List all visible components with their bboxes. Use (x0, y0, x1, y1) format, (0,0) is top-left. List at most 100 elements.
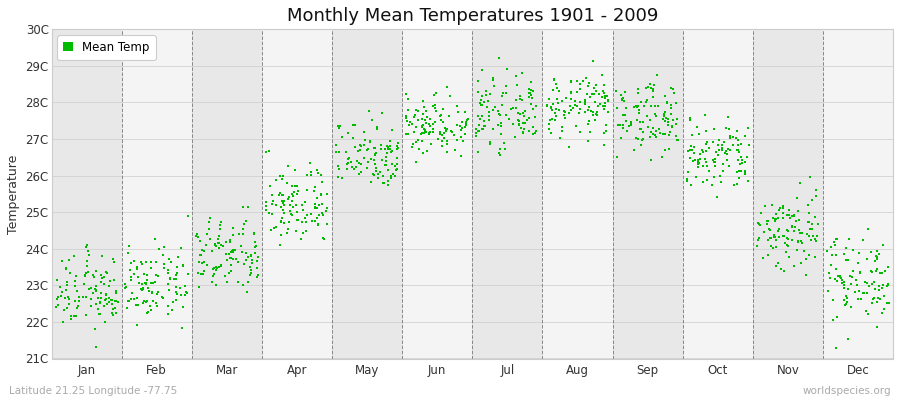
Point (805, 197, 819, 204)
Point (752, 234, 766, 241)
Point (616, 94, 631, 101)
Point (666, 117, 680, 124)
Point (798, 272, 813, 278)
Point (380, 150, 394, 156)
Point (368, 161, 382, 168)
Point (609, 88, 624, 94)
Point (109, 290, 123, 296)
Point (644, 103, 659, 109)
Point (645, 88, 660, 94)
Point (856, 236, 870, 243)
Point (374, 110, 389, 116)
Point (780, 236, 795, 242)
Point (578, 109, 592, 115)
Point (646, 94, 661, 101)
Point (627, 147, 642, 153)
Point (79, 243, 94, 250)
Point (390, 143, 404, 149)
Point (240, 204, 255, 210)
Point (109, 298, 123, 304)
Point (771, 234, 786, 240)
Point (416, 98, 430, 104)
Point (362, 108, 376, 114)
Point (366, 172, 381, 178)
Point (62, 296, 77, 303)
Point (854, 295, 868, 302)
Point (67, 253, 81, 260)
Point (670, 137, 685, 143)
Point (588, 117, 602, 123)
Point (308, 201, 322, 207)
Point (714, 179, 728, 186)
Point (518, 108, 533, 114)
Point (718, 125, 733, 131)
Point (191, 270, 205, 276)
Point (781, 243, 796, 249)
Point (732, 149, 746, 156)
Point (713, 173, 727, 180)
Point (135, 287, 149, 293)
Point (404, 120, 419, 127)
Point (168, 284, 183, 290)
Point (617, 112, 632, 118)
Point (651, 102, 665, 109)
Point (852, 250, 867, 257)
Point (729, 135, 743, 141)
Point (768, 218, 782, 224)
Point (131, 280, 146, 287)
Point (64, 316, 78, 322)
Point (146, 280, 160, 286)
Point (776, 233, 790, 240)
Point (471, 127, 485, 134)
Point (181, 213, 195, 220)
Point (582, 118, 597, 124)
Point (823, 275, 837, 282)
Point (285, 191, 300, 198)
Point (122, 267, 137, 273)
Point (631, 86, 645, 92)
Point (820, 248, 834, 254)
Point (62, 301, 77, 307)
Point (597, 106, 611, 112)
Point (646, 125, 661, 131)
Point (162, 275, 176, 282)
Point (841, 286, 855, 292)
Point (771, 215, 786, 222)
Point (766, 245, 780, 252)
Point (211, 235, 225, 242)
Point (417, 130, 431, 136)
Point (364, 156, 378, 162)
Point (572, 86, 587, 92)
Point (418, 108, 433, 115)
Point (181, 271, 195, 277)
Point (516, 128, 530, 135)
Point (792, 230, 806, 237)
Point (435, 138, 449, 144)
Point (641, 84, 655, 90)
Point (611, 122, 625, 128)
Point (865, 269, 879, 275)
Point (266, 198, 280, 204)
Point (269, 202, 284, 208)
Point (406, 140, 420, 147)
Point (648, 131, 662, 138)
Point (315, 200, 329, 207)
Point (631, 136, 645, 142)
Point (312, 212, 327, 218)
Point (369, 149, 383, 156)
Point (202, 219, 217, 226)
Point (459, 120, 473, 127)
Point (202, 214, 217, 221)
Point (276, 198, 291, 204)
Point (689, 124, 704, 130)
Point (213, 218, 228, 225)
Point (725, 134, 740, 141)
Point (170, 290, 184, 297)
Point (409, 124, 423, 130)
Point (273, 242, 287, 249)
Point (209, 264, 223, 271)
Point (492, 112, 507, 119)
Point (130, 322, 144, 328)
Point (391, 140, 405, 146)
Point (258, 207, 273, 213)
